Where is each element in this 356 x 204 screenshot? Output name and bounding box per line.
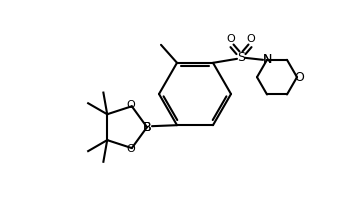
- Text: N: N: [262, 53, 272, 66]
- Text: O: O: [294, 71, 304, 84]
- Text: N: N: [262, 53, 272, 66]
- Text: O: O: [126, 144, 135, 154]
- Text: O: O: [247, 34, 255, 44]
- Text: B: B: [143, 121, 151, 134]
- Text: B: B: [143, 121, 151, 134]
- Text: O: O: [126, 100, 135, 110]
- Text: O: O: [227, 34, 235, 44]
- Text: S: S: [237, 51, 245, 64]
